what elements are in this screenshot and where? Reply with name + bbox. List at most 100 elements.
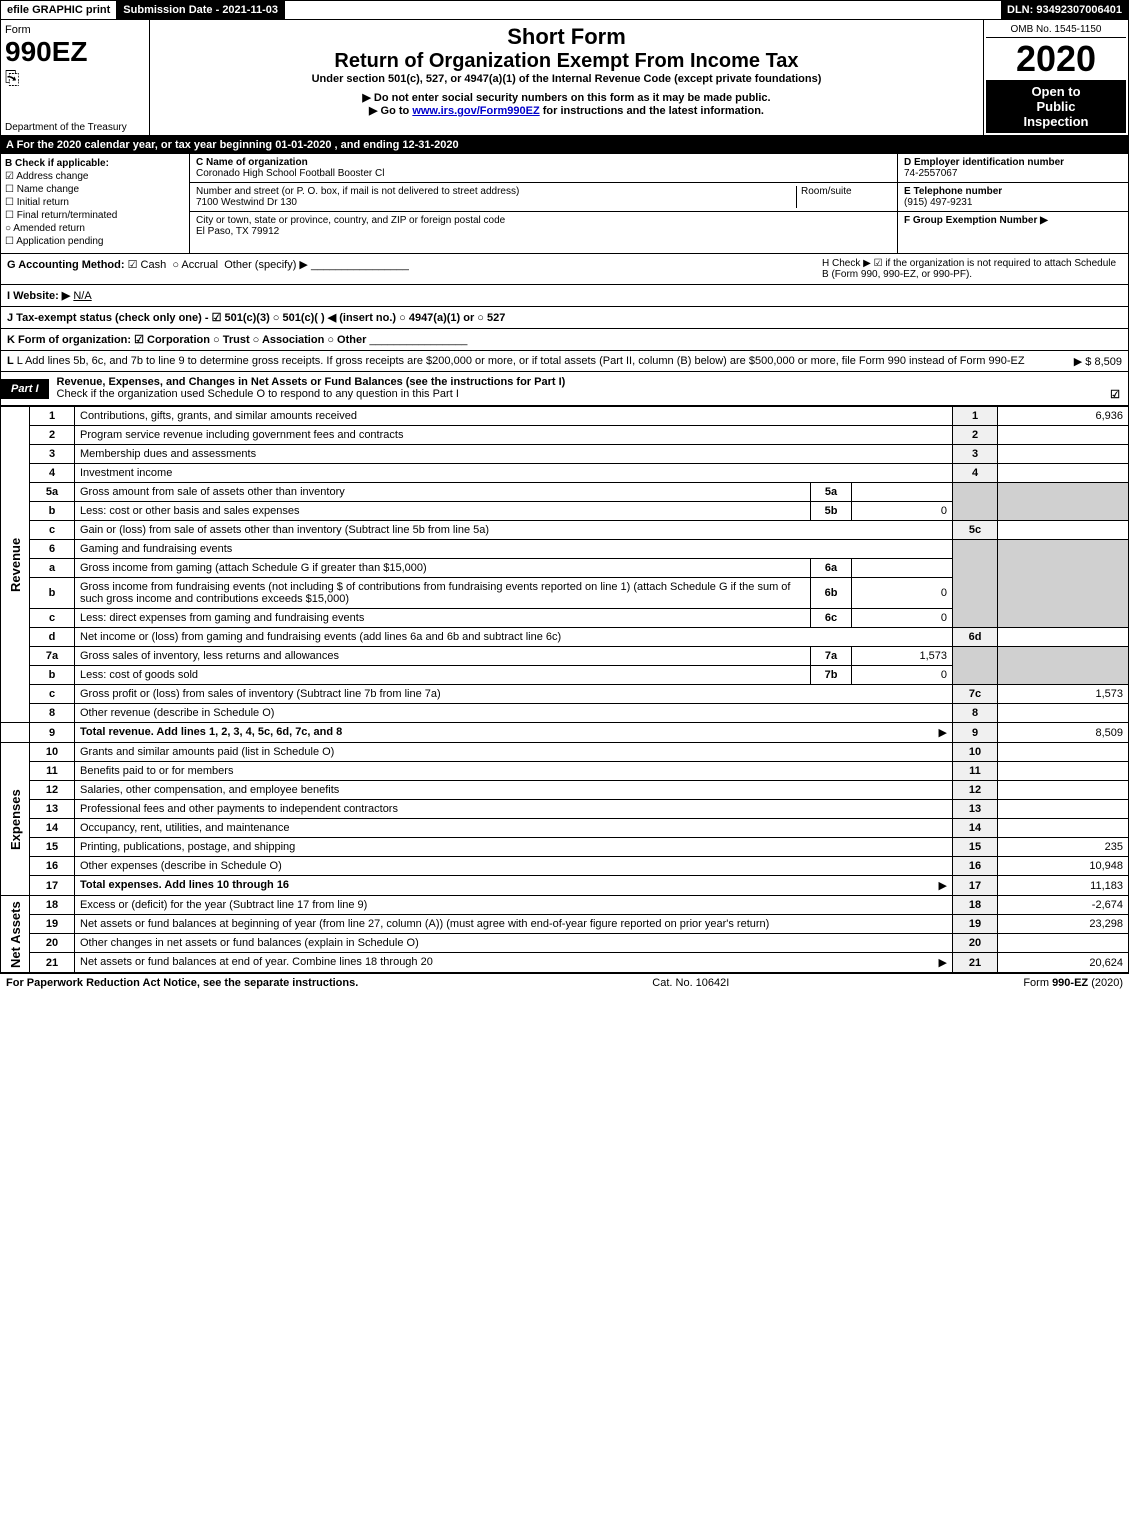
line-amount [998,521,1129,540]
shaded-cell [953,647,998,685]
top-bar: efile GRAPHIC print Submission Date - 20… [0,0,1129,20]
open-line1: Open to [990,84,1122,99]
omb-number: OMB No. 1545-1150 [986,22,1126,38]
line-desc: Gross income from gaming (attach Schedul… [75,559,811,578]
efile-label[interactable]: efile GRAPHIC print [1,1,117,19]
table-row: 12Salaries, other compensation, and empl… [1,781,1129,800]
line-amount: 1,573 [998,685,1129,704]
line-num: 14 [30,819,75,838]
footer-right: Form 990-EZ (2020) [1023,977,1123,989]
table-row: d Net income or (loss) from gaming and f… [1,628,1129,647]
line-num: 15 [30,838,75,857]
table-row: 14Occupancy, rent, utilities, and mainte… [1,819,1129,838]
line-ref: 2 [953,426,998,445]
line-desc: Other revenue (describe in Schedule O) [75,704,953,723]
short-form-title: Short Form [154,24,979,50]
part1-checked-icon[interactable]: ☑ [1110,388,1120,401]
line-amount: 6,936 [998,407,1129,426]
box-j: J Tax-exempt status (check only one) - ☑… [0,307,1129,329]
line-amount [998,934,1129,953]
line-desc: Grants and similar amounts paid (list in… [75,743,953,762]
line-desc: Less: direct expenses from gaming and fu… [75,609,811,628]
line-num: 8 [30,704,75,723]
footer-left: For Paperwork Reduction Act Notice, see … [6,977,358,989]
street-label: Number and street (or P. O. box, if mail… [196,186,519,197]
net-assets-section-label: Net Assets [1,896,30,973]
table-row: 8 Other revenue (describe in Schedule O)… [1,704,1129,723]
line-desc: Gain or (loss) from sale of assets other… [75,521,953,540]
check-initial[interactable]: Initial return [5,197,185,208]
phone-label: E Telephone number [904,186,1002,197]
line-desc: Total expenses. Add lines 10 through 16 … [75,876,953,896]
accounting-label: G Accounting Method: [7,259,125,271]
line-num: 10 [30,743,75,762]
page-footer: For Paperwork Reduction Act Notice, see … [0,973,1129,992]
line-ref: 11 [953,762,998,781]
line-amount: 8,509 [998,723,1129,743]
sub-ref: 6a [811,559,852,578]
info-grid: B Check if applicable: Address change Na… [0,154,1129,254]
line-amount: 20,624 [998,953,1129,973]
org-name: Coronado High School Football Booster Cl [196,168,384,179]
line-amount: 11,183 [998,876,1129,896]
box-i: I Website: ▶ N/A [0,285,1129,307]
line-ref: 13 [953,800,998,819]
line-num: 6 [30,540,75,559]
line-ref: 6d [953,628,998,647]
city-value: El Paso, TX 79912 [196,226,279,237]
line-amount [998,743,1129,762]
line-desc: Investment income [75,464,953,483]
submission-date: Submission Date - 2021-11-03 [117,1,285,19]
line-desc: Benefits paid to or for members [75,762,953,781]
line-num: 12 [30,781,75,800]
sub-ref: 5a [811,483,852,502]
check-final[interactable]: Final return/terminated [5,210,185,221]
sub-amount: 0 [852,609,953,628]
line-desc: Program service revenue including govern… [75,426,953,445]
box-l: L L Add lines 5b, 6c, and 7b to line 9 t… [0,351,1129,372]
expenses-section-label: Expenses [1,743,30,896]
check-name-change[interactable]: Name change [5,184,185,195]
line-ref: 19 [953,915,998,934]
line-ref: 7c [953,685,998,704]
table-row: 2 Program service revenue including gove… [1,426,1129,445]
line-desc: Net income or (loss) from gaming and fun… [75,628,953,647]
revenue-section-label: Revenue [1,407,30,723]
table-row: Revenue 1 Contributions, gifts, grants, … [1,407,1129,426]
line-num: a [30,559,75,578]
line-amount: 10,948 [998,857,1129,876]
line-desc: Net assets or fund balances at end of ye… [75,953,953,973]
line-num: 17 [30,876,75,896]
line-desc: Printing, publications, postage, and shi… [75,838,953,857]
table-row: c Gain or (loss) from sale of assets oth… [1,521,1129,540]
line-ref: 8 [953,704,998,723]
line-num: b [30,666,75,685]
line-ref: 20 [953,934,998,953]
check-addr-change[interactable]: Address change [5,171,185,182]
line-desc: Less: cost of goods sold [75,666,811,685]
form-org-label: K Form of organization: ☑ Corporation ○ … [7,334,366,346]
form-label: Form [5,24,145,36]
sub-amount: 1,573 [852,647,953,666]
box-h: H Check ▶ ☑ if the organization is not r… [822,258,1122,280]
line-num: c [30,609,75,628]
table-row: c Gross profit or (loss) from sales of i… [1,685,1129,704]
check-amended[interactable]: Amended return [5,223,185,234]
check-pending[interactable]: Application pending [5,236,185,247]
tax-year: 2020 [986,38,1126,80]
line-ref: 12 [953,781,998,800]
line-num: c [30,521,75,540]
line-num: 20 [30,934,75,953]
line-amount: 23,298 [998,915,1129,934]
line-ref: 9 [953,723,998,743]
irs-link[interactable]: www.irs.gov/Form990EZ [412,105,539,117]
line-ref: 15 [953,838,998,857]
lines-table: Revenue 1 Contributions, gifts, grants, … [0,406,1129,973]
line-num: 19 [30,915,75,934]
return-title: Return of Organization Exempt From Incom… [154,50,979,73]
form-header: Form 990EZ ⎘ Department of the Treasury … [0,20,1129,136]
check-cash[interactable] [128,259,141,271]
part1-header: Part I Revenue, Expenses, and Changes in… [0,372,1129,406]
open-public-badge: Open to Public Inspection [986,80,1126,133]
box-b-label: B Check if applicable: [5,158,185,169]
